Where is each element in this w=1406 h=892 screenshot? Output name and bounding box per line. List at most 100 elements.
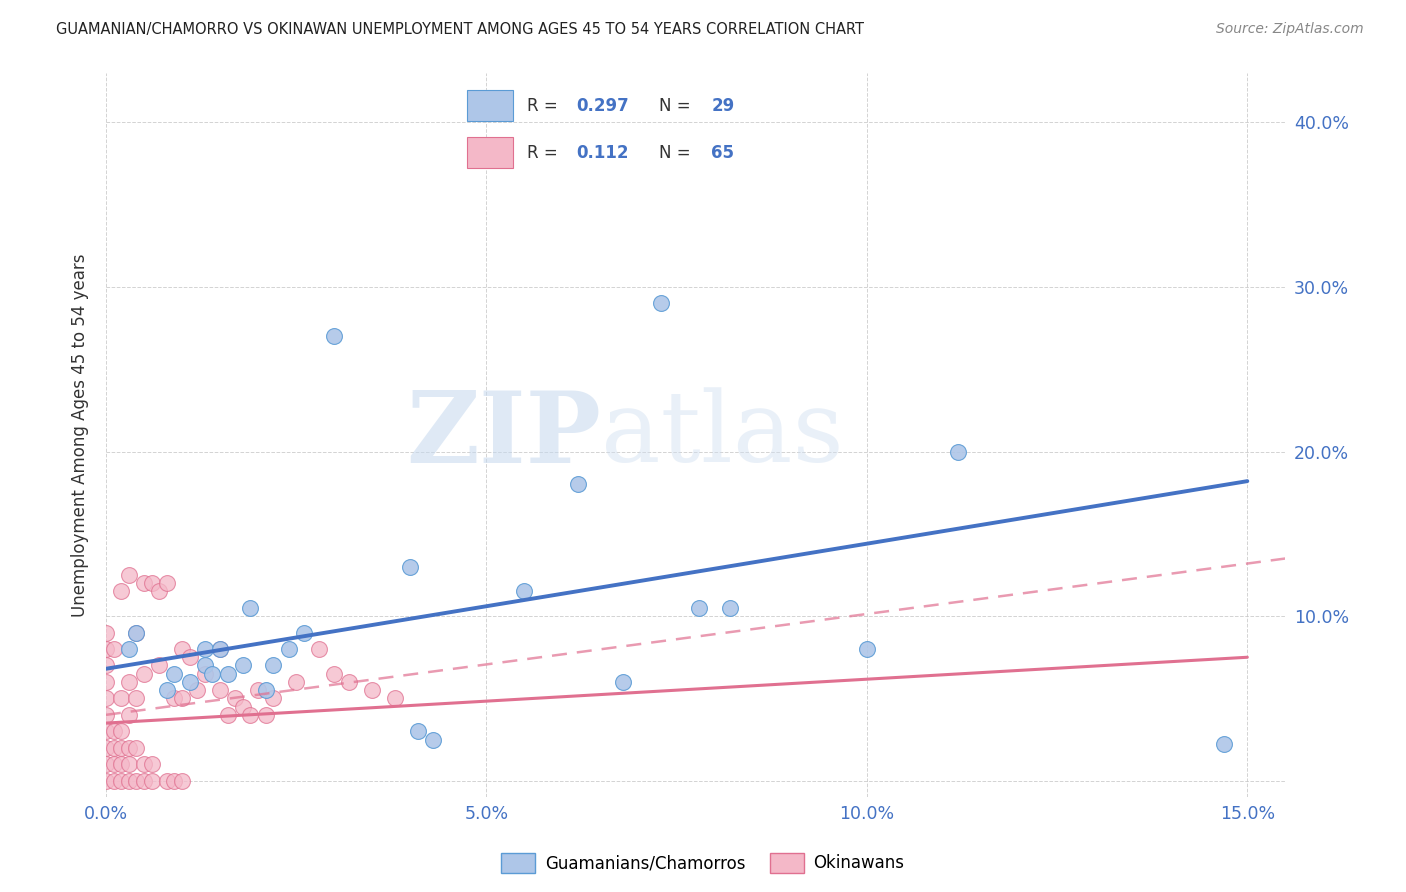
Point xyxy=(277,642,299,657)
Point xyxy=(232,699,254,714)
Point xyxy=(118,740,141,755)
Point xyxy=(217,666,239,681)
Point xyxy=(94,642,117,657)
Point xyxy=(156,576,179,591)
Text: ZIP: ZIP xyxy=(406,386,602,483)
Point xyxy=(132,666,155,681)
Text: atlas: atlas xyxy=(602,387,844,483)
Point xyxy=(323,329,346,343)
Point xyxy=(224,691,246,706)
Point xyxy=(141,773,163,788)
Point xyxy=(103,642,125,657)
Point xyxy=(209,642,232,657)
Point xyxy=(170,642,193,657)
Point xyxy=(194,666,217,681)
Point xyxy=(103,724,125,739)
Point xyxy=(125,625,148,640)
Point xyxy=(94,625,117,640)
Point xyxy=(141,576,163,591)
Point xyxy=(110,724,132,739)
Point xyxy=(513,584,536,599)
Point xyxy=(163,691,186,706)
Point xyxy=(94,724,117,739)
Point xyxy=(163,773,186,788)
Point xyxy=(718,600,741,615)
Point xyxy=(339,675,361,690)
Point xyxy=(179,650,201,665)
Point xyxy=(323,666,346,681)
Point xyxy=(156,773,179,788)
Point xyxy=(232,658,254,673)
Point xyxy=(292,625,315,640)
Point xyxy=(94,675,117,690)
Point xyxy=(239,707,262,722)
Point xyxy=(170,773,193,788)
Point xyxy=(422,732,444,747)
Point xyxy=(118,675,141,690)
Point xyxy=(650,296,672,310)
Point xyxy=(201,666,224,681)
Point xyxy=(194,658,217,673)
Point xyxy=(148,658,170,673)
Text: Source: ZipAtlas.com: Source: ZipAtlas.com xyxy=(1216,22,1364,37)
Point xyxy=(94,658,117,673)
Point xyxy=(141,757,163,772)
Point xyxy=(118,642,141,657)
Point xyxy=(103,773,125,788)
Point xyxy=(254,683,277,698)
Point xyxy=(94,691,117,706)
Point xyxy=(946,444,969,458)
Point xyxy=(156,683,179,698)
Point xyxy=(125,773,148,788)
Point xyxy=(247,683,270,698)
Point xyxy=(406,724,429,739)
Point xyxy=(285,675,308,690)
Point xyxy=(217,707,239,722)
Point xyxy=(110,740,132,755)
Point xyxy=(209,683,232,698)
Point xyxy=(399,559,422,574)
Point xyxy=(186,683,208,698)
Point xyxy=(262,691,284,706)
Point xyxy=(170,691,193,706)
Point xyxy=(384,691,406,706)
Point xyxy=(239,600,262,615)
Point xyxy=(118,568,141,582)
Point xyxy=(856,642,879,657)
Point xyxy=(125,740,148,755)
Point xyxy=(612,675,634,690)
Point xyxy=(132,576,155,591)
Point xyxy=(163,666,186,681)
Point xyxy=(118,707,141,722)
Point xyxy=(1213,738,1236,752)
Point xyxy=(110,757,132,772)
Point xyxy=(194,642,217,657)
Point xyxy=(132,757,155,772)
Y-axis label: Unemployment Among Ages 45 to 54 years: Unemployment Among Ages 45 to 54 years xyxy=(72,253,89,616)
Point xyxy=(94,773,117,788)
Point xyxy=(209,642,232,657)
Point xyxy=(103,757,125,772)
Point xyxy=(361,683,384,698)
Point xyxy=(94,740,117,755)
Point xyxy=(110,773,132,788)
Point xyxy=(94,707,117,722)
Point xyxy=(688,600,710,615)
Point xyxy=(254,707,277,722)
Point xyxy=(118,773,141,788)
Legend: Guamanians/Chamorros, Okinawans: Guamanians/Chamorros, Okinawans xyxy=(495,847,911,880)
Point xyxy=(110,691,132,706)
Point xyxy=(110,584,132,599)
Point xyxy=(125,625,148,640)
Point xyxy=(132,773,155,788)
Point xyxy=(125,691,148,706)
Point xyxy=(103,740,125,755)
Point xyxy=(567,477,589,491)
Text: GUAMANIAN/CHAMORRO VS OKINAWAN UNEMPLOYMENT AMONG AGES 45 TO 54 YEARS CORRELATIO: GUAMANIAN/CHAMORRO VS OKINAWAN UNEMPLOYM… xyxy=(56,22,865,37)
Point xyxy=(179,675,201,690)
Point xyxy=(94,757,117,772)
Point xyxy=(148,584,170,599)
Point xyxy=(308,642,330,657)
Point xyxy=(262,658,284,673)
Point xyxy=(118,757,141,772)
